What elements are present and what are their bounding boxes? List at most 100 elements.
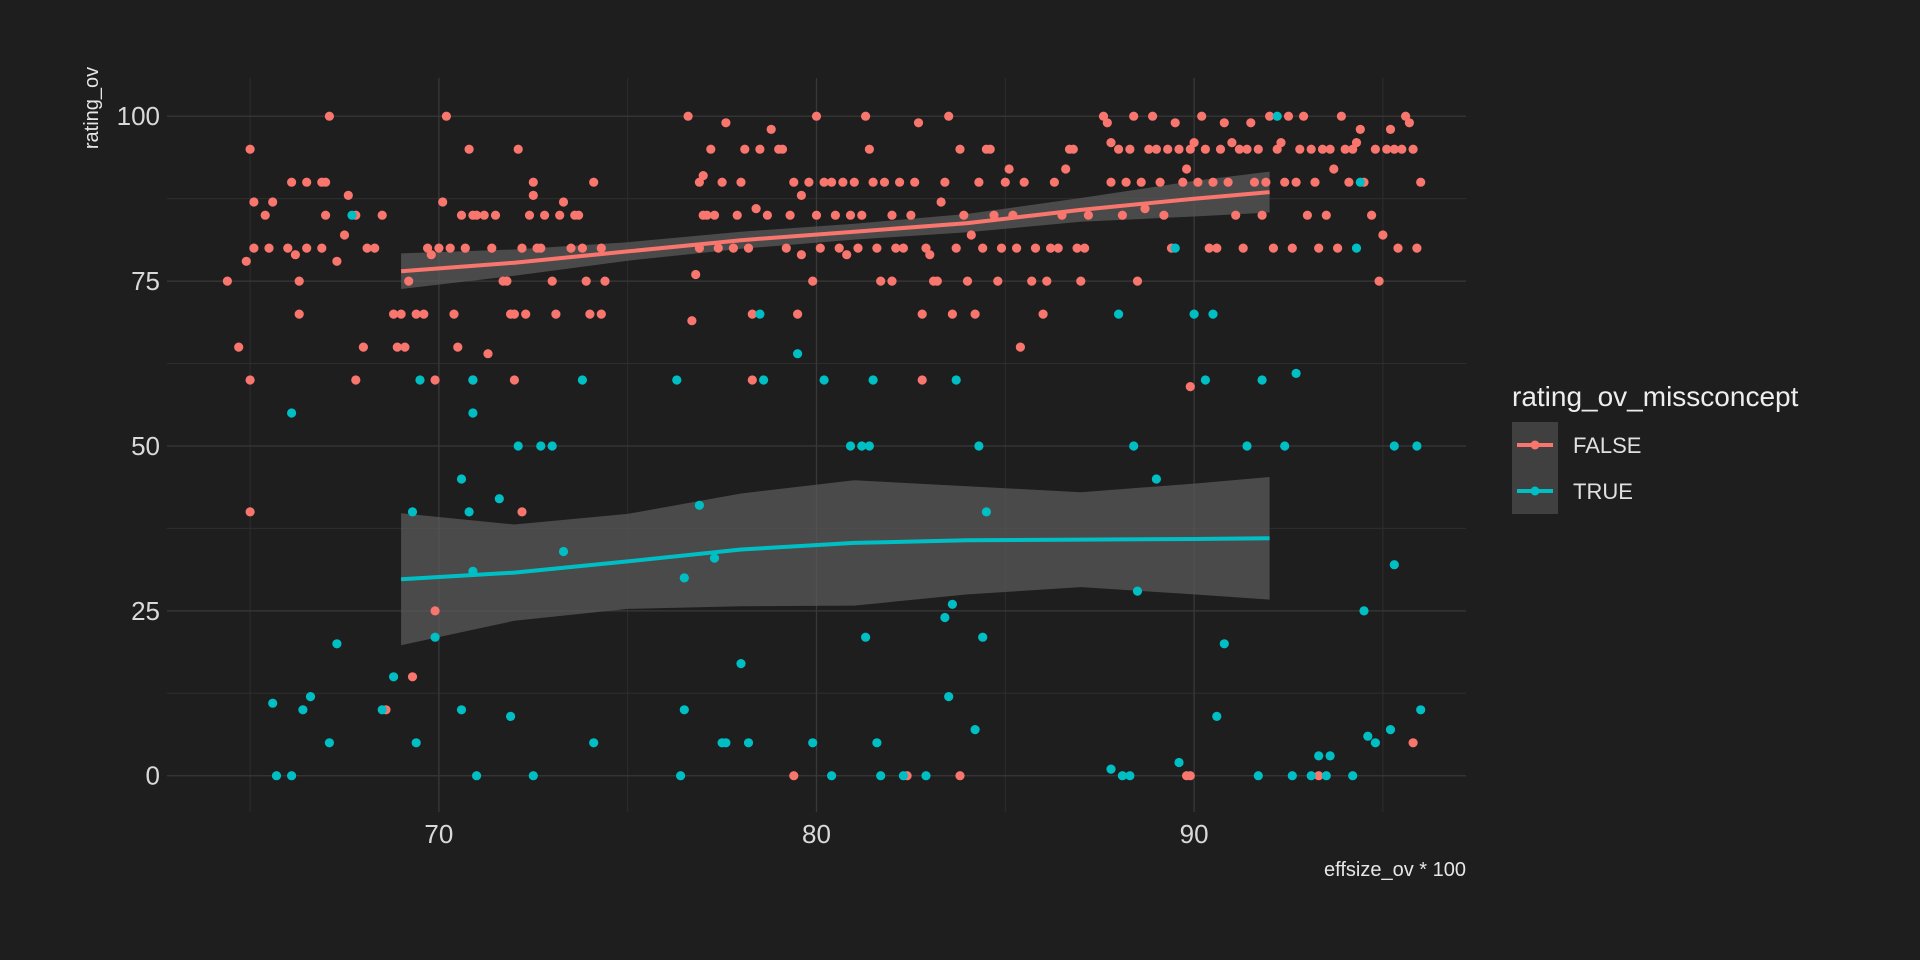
point-false	[944, 111, 954, 121]
point-true	[407, 507, 418, 517]
point-false	[1076, 276, 1086, 286]
y-axis-title: rating_ov	[81, 67, 103, 149]
point-true	[464, 507, 474, 517]
point-false	[1208, 177, 1218, 187]
point-true	[1170, 243, 1180, 253]
point-true	[940, 612, 950, 623]
point-false	[789, 771, 799, 781]
y-tick-label: 0	[146, 761, 160, 791]
point-false	[596, 309, 606, 319]
point-false	[566, 243, 576, 253]
point-true	[1253, 771, 1263, 781]
point-false	[845, 210, 856, 220]
point-false	[1053, 243, 1063, 253]
point-true	[415, 375, 425, 385]
point-false	[1340, 144, 1350, 154]
point-false	[842, 250, 852, 260]
point-false	[702, 210, 712, 220]
point-false	[1234, 144, 1244, 154]
point-false	[290, 250, 300, 260]
point-false	[234, 342, 244, 352]
point-false	[1174, 144, 1184, 154]
point-false	[819, 177, 829, 187]
point-true	[694, 500, 705, 510]
point-false	[698, 171, 708, 181]
point-false	[1072, 243, 1082, 253]
point-false	[1129, 111, 1139, 121]
point-false	[1030, 243, 1041, 253]
point-false	[962, 276, 973, 286]
point-true	[1314, 751, 1324, 761]
point-false	[1333, 243, 1343, 253]
smooth-line-true	[400, 536, 1270, 582]
point-false	[687, 316, 697, 326]
point-false	[879, 177, 890, 187]
point-true	[898, 771, 909, 781]
point-false	[1302, 210, 1312, 220]
point-false	[483, 349, 493, 359]
point-false	[932, 276, 942, 286]
point-false	[426, 250, 436, 260]
point-false	[370, 243, 380, 253]
point-false	[245, 375, 255, 385]
point-false	[1083, 210, 1093, 220]
point-false	[400, 342, 410, 352]
point-true	[305, 692, 316, 702]
point-false	[509, 375, 519, 385]
point-false	[1329, 164, 1339, 174]
point-false	[762, 210, 773, 220]
point-false	[1314, 771, 1324, 781]
point-false	[1046, 243, 1056, 253]
point-true	[1242, 441, 1252, 451]
point-false	[1189, 138, 1199, 148]
point-false	[517, 507, 527, 517]
point-false	[332, 256, 342, 266]
point-true	[271, 771, 282, 781]
point-true	[1385, 725, 1396, 735]
point-true	[577, 375, 588, 385]
point-true	[468, 408, 478, 418]
point-false	[951, 243, 961, 253]
point-false	[1102, 118, 1112, 128]
point-false	[1283, 111, 1294, 121]
point-false	[785, 210, 795, 220]
legend: rating_ov_missconcept FALSE TRUE	[1512, 381, 1799, 514]
point-true	[1325, 751, 1335, 761]
point-false	[789, 177, 799, 187]
point-true	[456, 474, 467, 484]
point-false	[551, 309, 561, 319]
point-false	[766, 124, 776, 134]
point-true	[1125, 771, 1135, 781]
legend-title: rating_ov_missconcept	[1512, 381, 1799, 412]
point-false	[1299, 111, 1309, 121]
point-true	[589, 738, 599, 748]
point-true	[845, 441, 856, 451]
point-true	[1257, 375, 1267, 385]
point-false	[241, 256, 251, 266]
point-false	[1182, 164, 1192, 174]
point-false	[1197, 111, 1207, 121]
point-true	[864, 441, 875, 451]
point-true	[558, 546, 569, 557]
point-false	[1140, 204, 1150, 214]
point-false	[487, 243, 497, 253]
point-true	[951, 375, 961, 385]
point-true	[1287, 771, 1297, 781]
point-false	[1265, 111, 1275, 121]
point-false	[1276, 138, 1286, 148]
point-false	[917, 375, 927, 385]
point-false	[1268, 243, 1278, 253]
point-true	[1174, 757, 1184, 768]
point-false	[321, 177, 331, 187]
point-false	[1227, 138, 1237, 148]
point-false	[600, 276, 610, 286]
point-false	[1242, 144, 1252, 154]
point-false	[796, 190, 807, 200]
point-true	[827, 771, 837, 781]
point-true	[1363, 731, 1373, 741]
point-false	[449, 309, 459, 319]
point-false	[1404, 118, 1414, 128]
point-true	[981, 507, 992, 517]
point-false	[490, 210, 501, 220]
